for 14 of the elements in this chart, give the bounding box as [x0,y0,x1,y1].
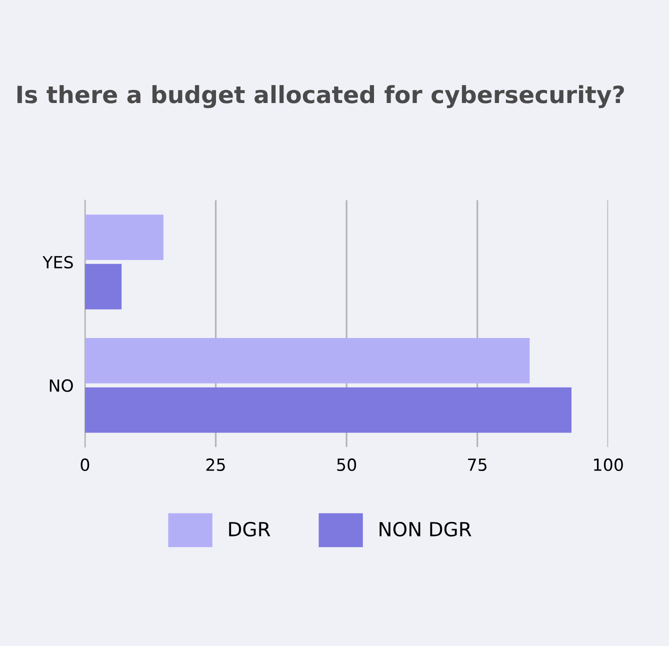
chart-title: Is there a budget allocated for cybersecurity? [17,85,624,108]
y-tick-label: YES [42,256,73,269]
x-tick-label: 50 [337,458,356,472]
bar [84,214,164,260]
bar [84,338,530,384]
x-tick-label: 0 [80,458,90,472]
y-tick-label: NO [50,379,73,392]
legend-label: NON DGR [380,522,472,537]
x-tick-label: 25 [206,458,225,472]
x-tick-label: 75 [468,458,486,472]
x-tick-label: 100 [594,458,623,472]
bar [84,387,572,433]
legend-label: DGR [229,522,270,537]
bar [84,264,122,310]
